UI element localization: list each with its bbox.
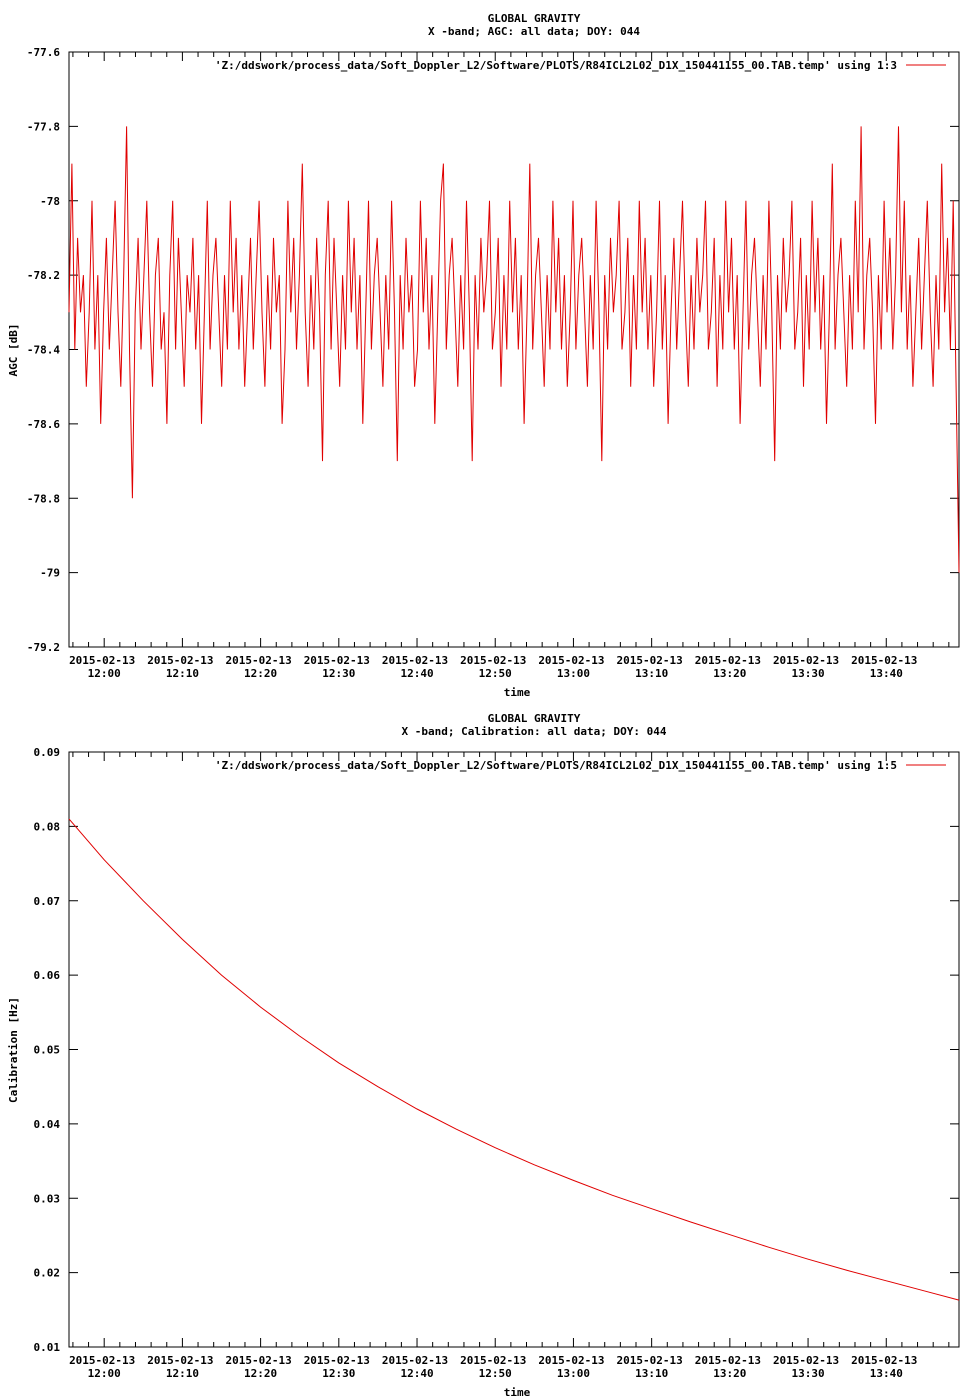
x-tick-date-label: 2015-02-13 [69, 654, 135, 667]
y-tick-label: -78 [40, 195, 60, 208]
y-tick-label: 0.07 [34, 895, 61, 908]
y-tick-label: -78.4 [27, 344, 60, 357]
x-tick-time-label: 12:50 [479, 1367, 512, 1380]
x-tick-time-label: 12:30 [322, 667, 355, 680]
x-axis-label: time [504, 686, 531, 699]
x-tick-time-label: 12:10 [166, 667, 199, 680]
chart-subtitle: X -band; Calibration: all data; DOY: 044 [402, 725, 667, 738]
legend-label: 'Z:/ddswork/process_data/Soft_Doppler_L2… [215, 59, 897, 72]
x-tick-time-label: 12:00 [88, 667, 121, 680]
y-tick-label: 0.03 [34, 1192, 61, 1205]
x-tick-time-label: 13:40 [870, 667, 903, 680]
x-tick-time-label: 13:20 [713, 1367, 746, 1380]
x-tick-date-label: 2015-02-13 [225, 654, 291, 667]
x-tick-date-label: 2015-02-13 [851, 1354, 917, 1367]
x-tick-time-label: 12:00 [88, 1367, 121, 1380]
y-tick-label: -78.2 [27, 269, 60, 282]
x-tick-time-label: 13:10 [635, 1367, 668, 1380]
y-axis-label: Calibration [Hz] [7, 997, 20, 1103]
x-tick-time-label: 13:30 [791, 1367, 824, 1380]
chart-subtitle: X -band; AGC: all data; DOY: 044 [428, 25, 640, 38]
x-tick-time-label: 12:20 [244, 667, 277, 680]
y-axis-label: AGC [dB] [7, 324, 20, 377]
y-tick-label: 0.09 [34, 746, 61, 759]
series-line [68, 818, 960, 1301]
x-tick-time-label: 12:10 [166, 1367, 199, 1380]
x-tick-date-label: 2015-02-13 [225, 1354, 291, 1367]
x-tick-date-label: 2015-02-13 [617, 1354, 683, 1367]
x-tick-date-label: 2015-02-13 [773, 1354, 839, 1367]
x-tick-time-label: 12:30 [322, 1367, 355, 1380]
y-tick-label: 0.08 [34, 820, 61, 833]
x-tick-time-label: 12:40 [400, 1367, 433, 1380]
x-tick-time-label: 13:00 [557, 1367, 590, 1380]
y-tick-label: 0.01 [34, 1341, 61, 1354]
x-tick-date-label: 2015-02-13 [538, 1354, 604, 1367]
y-tick-label: 0.02 [34, 1267, 61, 1280]
x-tick-date-label: 2015-02-13 [460, 1354, 526, 1367]
legend-label: 'Z:/ddswork/process_data/Soft_Doppler_L2… [215, 759, 897, 772]
y-tick-label: 0.06 [34, 969, 61, 982]
x-tick-date-label: 2015-02-13 [382, 1354, 448, 1367]
chart-title: GLOBAL GRAVITY [488, 12, 581, 25]
x-tick-date-label: 2015-02-13 [382, 654, 448, 667]
y-tick-label: -78.8 [27, 492, 60, 505]
x-tick-date-label: 2015-02-13 [304, 654, 370, 667]
series-line [68, 126, 960, 573]
y-tick-label: 0.04 [34, 1118, 61, 1131]
x-tick-date-label: 2015-02-13 [773, 654, 839, 667]
x-tick-time-label: 12:20 [244, 1367, 277, 1380]
x-tick-time-label: 13:00 [557, 667, 590, 680]
plot-frame [68, 751, 960, 1348]
x-tick-date-label: 2015-02-13 [695, 654, 761, 667]
x-tick-date-label: 2015-02-13 [304, 1354, 370, 1367]
x-tick-date-label: 2015-02-13 [538, 654, 604, 667]
x-tick-date-label: 2015-02-13 [147, 654, 213, 667]
y-tick-label: -79.2 [27, 641, 60, 654]
x-tick-time-label: 12:50 [479, 667, 512, 680]
y-tick-label: -77.6 [27, 46, 60, 59]
x-tick-date-label: 2015-02-13 [147, 1354, 213, 1367]
x-tick-date-label: 2015-02-13 [695, 1354, 761, 1367]
x-tick-time-label: 13:40 [870, 1367, 903, 1380]
x-tick-date-label: 2015-02-13 [69, 1354, 135, 1367]
x-tick-time-label: 13:20 [713, 667, 746, 680]
chart-title: GLOBAL GRAVITY [488, 712, 581, 725]
x-tick-time-label: 13:30 [791, 667, 824, 680]
x-tick-time-label: 12:40 [400, 667, 433, 680]
x-tick-date-label: 2015-02-13 [851, 654, 917, 667]
y-tick-label: -79 [40, 567, 60, 580]
y-tick-label: -77.8 [27, 120, 60, 133]
x-axis-label: time [504, 1386, 531, 1399]
y-tick-label: 0.05 [34, 1044, 61, 1057]
x-tick-date-label: 2015-02-13 [617, 654, 683, 667]
x-tick-date-label: 2015-02-13 [460, 654, 526, 667]
x-tick-time-label: 13:10 [635, 667, 668, 680]
y-tick-label: -78.6 [27, 418, 60, 431]
